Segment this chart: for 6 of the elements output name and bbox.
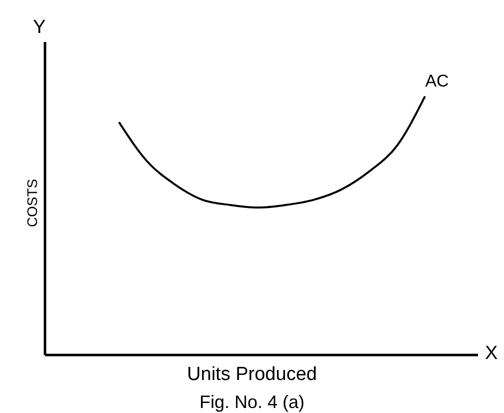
- series-label: AC: [425, 71, 449, 90]
- text: Fig. No. 4 (a): [198, 392, 306, 413]
- x-axis-title: Units Produced: [186, 364, 318, 386]
- y-axis-title: COSTS: [24, 178, 40, 228]
- text: X: [485, 343, 498, 365]
- text: Y: [33, 17, 46, 39]
